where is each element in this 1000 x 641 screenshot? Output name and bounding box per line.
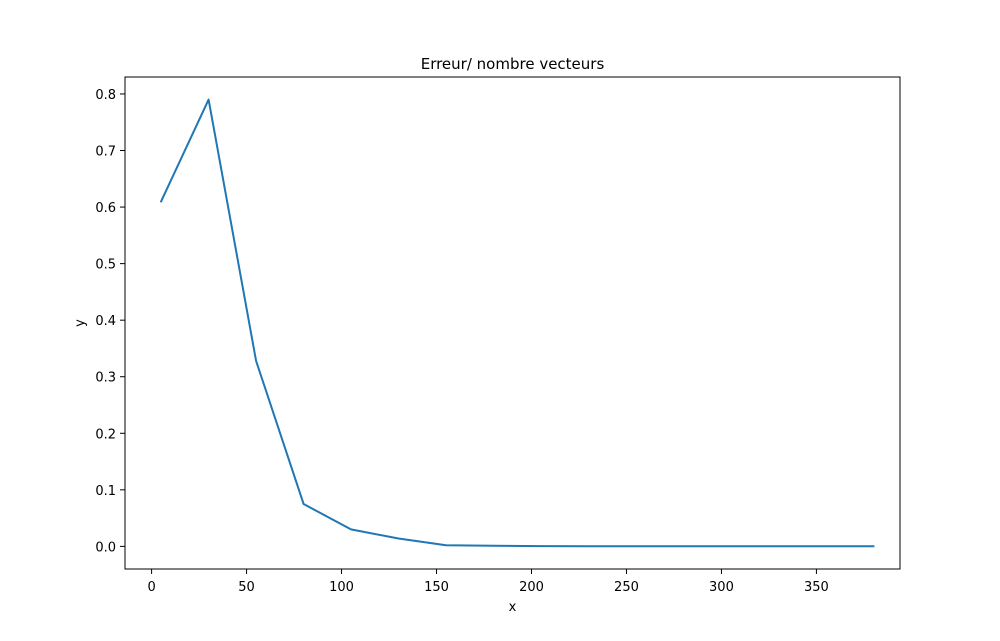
x-tick-label-0: 0 bbox=[147, 580, 155, 595]
chart-title: Erreur/ nombre vecteurs bbox=[421, 55, 605, 73]
y-tick-label-3: 0.3 bbox=[95, 371, 116, 386]
y-axis-label: y bbox=[73, 319, 88, 327]
y-tick-label-6: 0.6 bbox=[95, 201, 116, 216]
x-tick-label-1: 50 bbox=[238, 580, 255, 595]
x-tick-label-5: 250 bbox=[614, 580, 639, 595]
y-tick-label-2: 0.2 bbox=[95, 427, 116, 442]
series-line-0 bbox=[159, 98, 875, 548]
y-tick-label-4: 0.4 bbox=[95, 314, 116, 329]
x-tick-label-2: 100 bbox=[329, 580, 354, 595]
y-tick-label-0: 0.0 bbox=[95, 540, 116, 555]
plot-area: 0 50 100 150 200 250 300 350 0.0 0.1 0.2 0.3 0.4 0.5 0… bbox=[95, 76, 901, 595]
x-tick-label-3: 150 bbox=[424, 580, 449, 595]
y-tick-label-5: 0.5 bbox=[95, 258, 116, 273]
axes-frame bbox=[124, 76, 901, 570]
x-tick-label-7: 350 bbox=[804, 580, 829, 595]
x-tick-label-4: 200 bbox=[519, 580, 544, 595]
y-tick-label-1: 0.1 bbox=[95, 484, 116, 499]
y-tick-label-7: 0.7 bbox=[95, 145, 116, 160]
x-axis-label: x bbox=[509, 600, 517, 615]
x-tick-label-6: 300 bbox=[709, 580, 734, 595]
y-tick-label-8: 0.8 bbox=[95, 88, 116, 103]
